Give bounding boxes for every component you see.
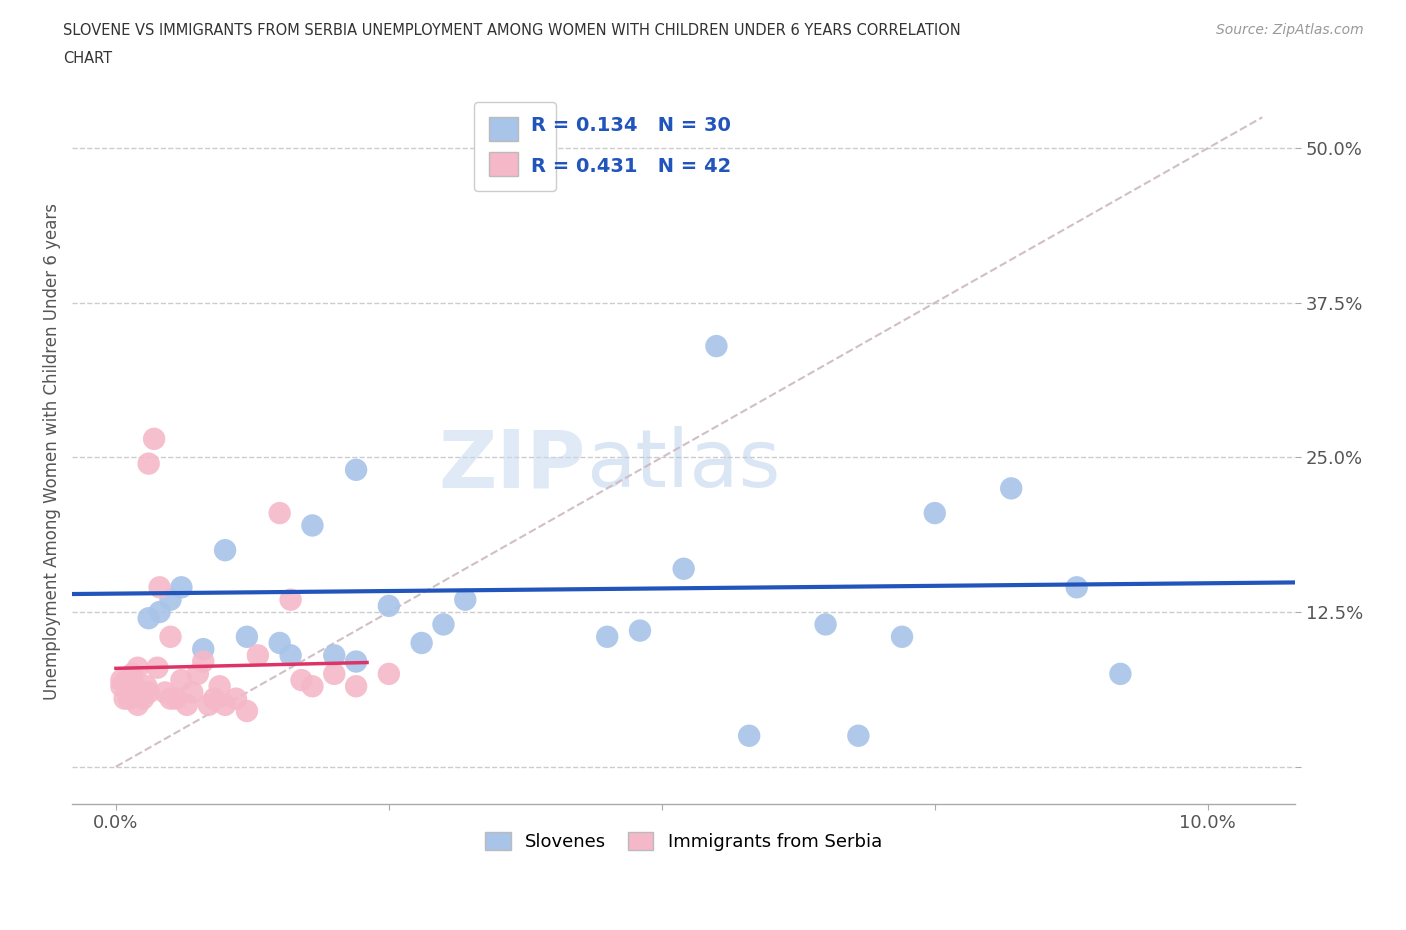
Point: [159, 592, 181, 607]
Legend: Slovenes, Immigrants from Serbia: Slovenes, Immigrants from Serbia: [478, 824, 889, 858]
Point: [197, 698, 219, 712]
Point: [1109, 667, 1132, 682]
Point: [176, 698, 198, 712]
Point: [280, 648, 302, 663]
Point: [269, 635, 291, 650]
Point: [208, 679, 231, 694]
Point: [118, 685, 141, 700]
Point: [411, 635, 433, 650]
Point: [846, 728, 869, 743]
Point: [132, 691, 155, 706]
Point: [159, 691, 181, 706]
Point: [138, 457, 160, 472]
Point: [924, 506, 946, 521]
Point: [121, 672, 143, 687]
Point: [165, 691, 187, 706]
Point: [672, 562, 695, 577]
Point: [187, 667, 209, 682]
Point: [121, 667, 143, 682]
Point: [323, 667, 346, 682]
Point: [138, 611, 160, 626]
Point: [344, 654, 367, 669]
Point: [344, 462, 367, 477]
Point: [378, 667, 401, 682]
Point: [193, 642, 215, 657]
Point: [1066, 580, 1088, 595]
Point: [344, 679, 367, 694]
Point: [202, 691, 225, 706]
Point: [148, 580, 170, 595]
Point: [135, 679, 157, 694]
Point: [138, 685, 160, 700]
Point: [143, 432, 166, 446]
Point: [129, 685, 152, 700]
Point: [214, 543, 236, 558]
Point: [193, 654, 215, 669]
Point: [146, 660, 169, 675]
Point: [115, 672, 138, 687]
Point: [114, 691, 136, 706]
Point: [454, 592, 477, 607]
Point: [124, 685, 146, 700]
Point: [246, 648, 269, 663]
Point: [628, 623, 651, 638]
Text: R = 0.134   N = 30: R = 0.134 N = 30: [531, 116, 731, 136]
Point: [118, 691, 141, 706]
Text: SLOVENE VS IMMIGRANTS FROM SERBIA UNEMPLOYMENT AMONG WOMEN WITH CHILDREN UNDER 6: SLOVENE VS IMMIGRANTS FROM SERBIA UNEMPL…: [63, 23, 962, 38]
Point: [153, 685, 176, 700]
Text: atlas: atlas: [586, 426, 780, 504]
Point: [159, 630, 181, 644]
Text: R = 0.431   N = 42: R = 0.431 N = 42: [531, 156, 731, 176]
Point: [301, 679, 323, 694]
Point: [290, 672, 312, 687]
Point: [706, 339, 728, 353]
Point: [269, 506, 291, 521]
Point: [323, 648, 346, 663]
Point: [1000, 481, 1022, 496]
Point: [236, 630, 259, 644]
Point: [891, 630, 914, 644]
Point: [225, 691, 247, 706]
Point: [378, 598, 401, 613]
Point: [214, 698, 236, 712]
Point: [181, 685, 204, 700]
Point: [148, 604, 170, 619]
Point: [170, 580, 193, 595]
Point: [236, 704, 259, 719]
Text: ZIP: ZIP: [439, 426, 586, 504]
Point: [170, 672, 193, 687]
Point: [127, 698, 149, 712]
Y-axis label: Unemployment Among Women with Children Under 6 years: Unemployment Among Women with Children U…: [44, 203, 60, 699]
Point: [280, 592, 302, 607]
Point: [738, 728, 761, 743]
Text: CHART: CHART: [63, 51, 112, 66]
Point: [127, 660, 149, 675]
Point: [301, 518, 323, 533]
Point: [486, 172, 509, 187]
Point: [814, 617, 837, 631]
Point: [596, 630, 619, 644]
Text: Source: ZipAtlas.com: Source: ZipAtlas.com: [1216, 23, 1364, 37]
Point: [110, 672, 132, 687]
Point: [432, 617, 454, 631]
Point: [110, 679, 132, 694]
